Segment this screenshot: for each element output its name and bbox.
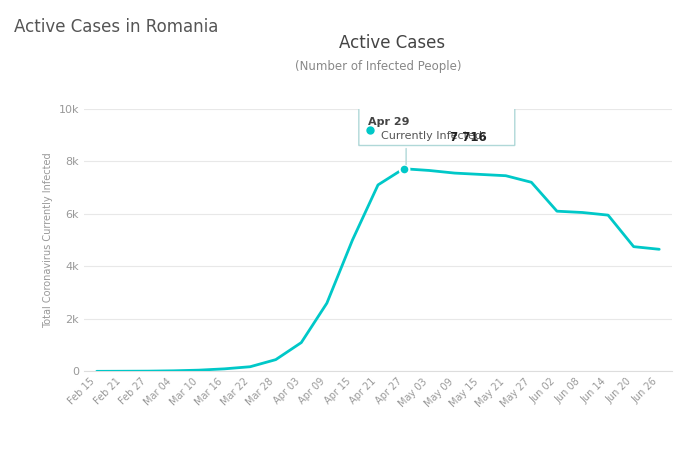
Y-axis label: Total Coronavirus Currently Infected: Total Coronavirus Currently Infected	[43, 152, 53, 328]
FancyBboxPatch shape	[359, 106, 514, 145]
Text: Active Cases in Romania: Active Cases in Romania	[14, 18, 218, 36]
Title: (Number of Infected People): (Number of Infected People)	[295, 60, 461, 73]
Text: Active Cases: Active Cases	[339, 34, 445, 52]
Text: Apr 29: Apr 29	[368, 116, 409, 126]
Text: 7 716: 7 716	[449, 131, 486, 145]
Text: Currently Infected:: Currently Infected:	[381, 131, 489, 141]
